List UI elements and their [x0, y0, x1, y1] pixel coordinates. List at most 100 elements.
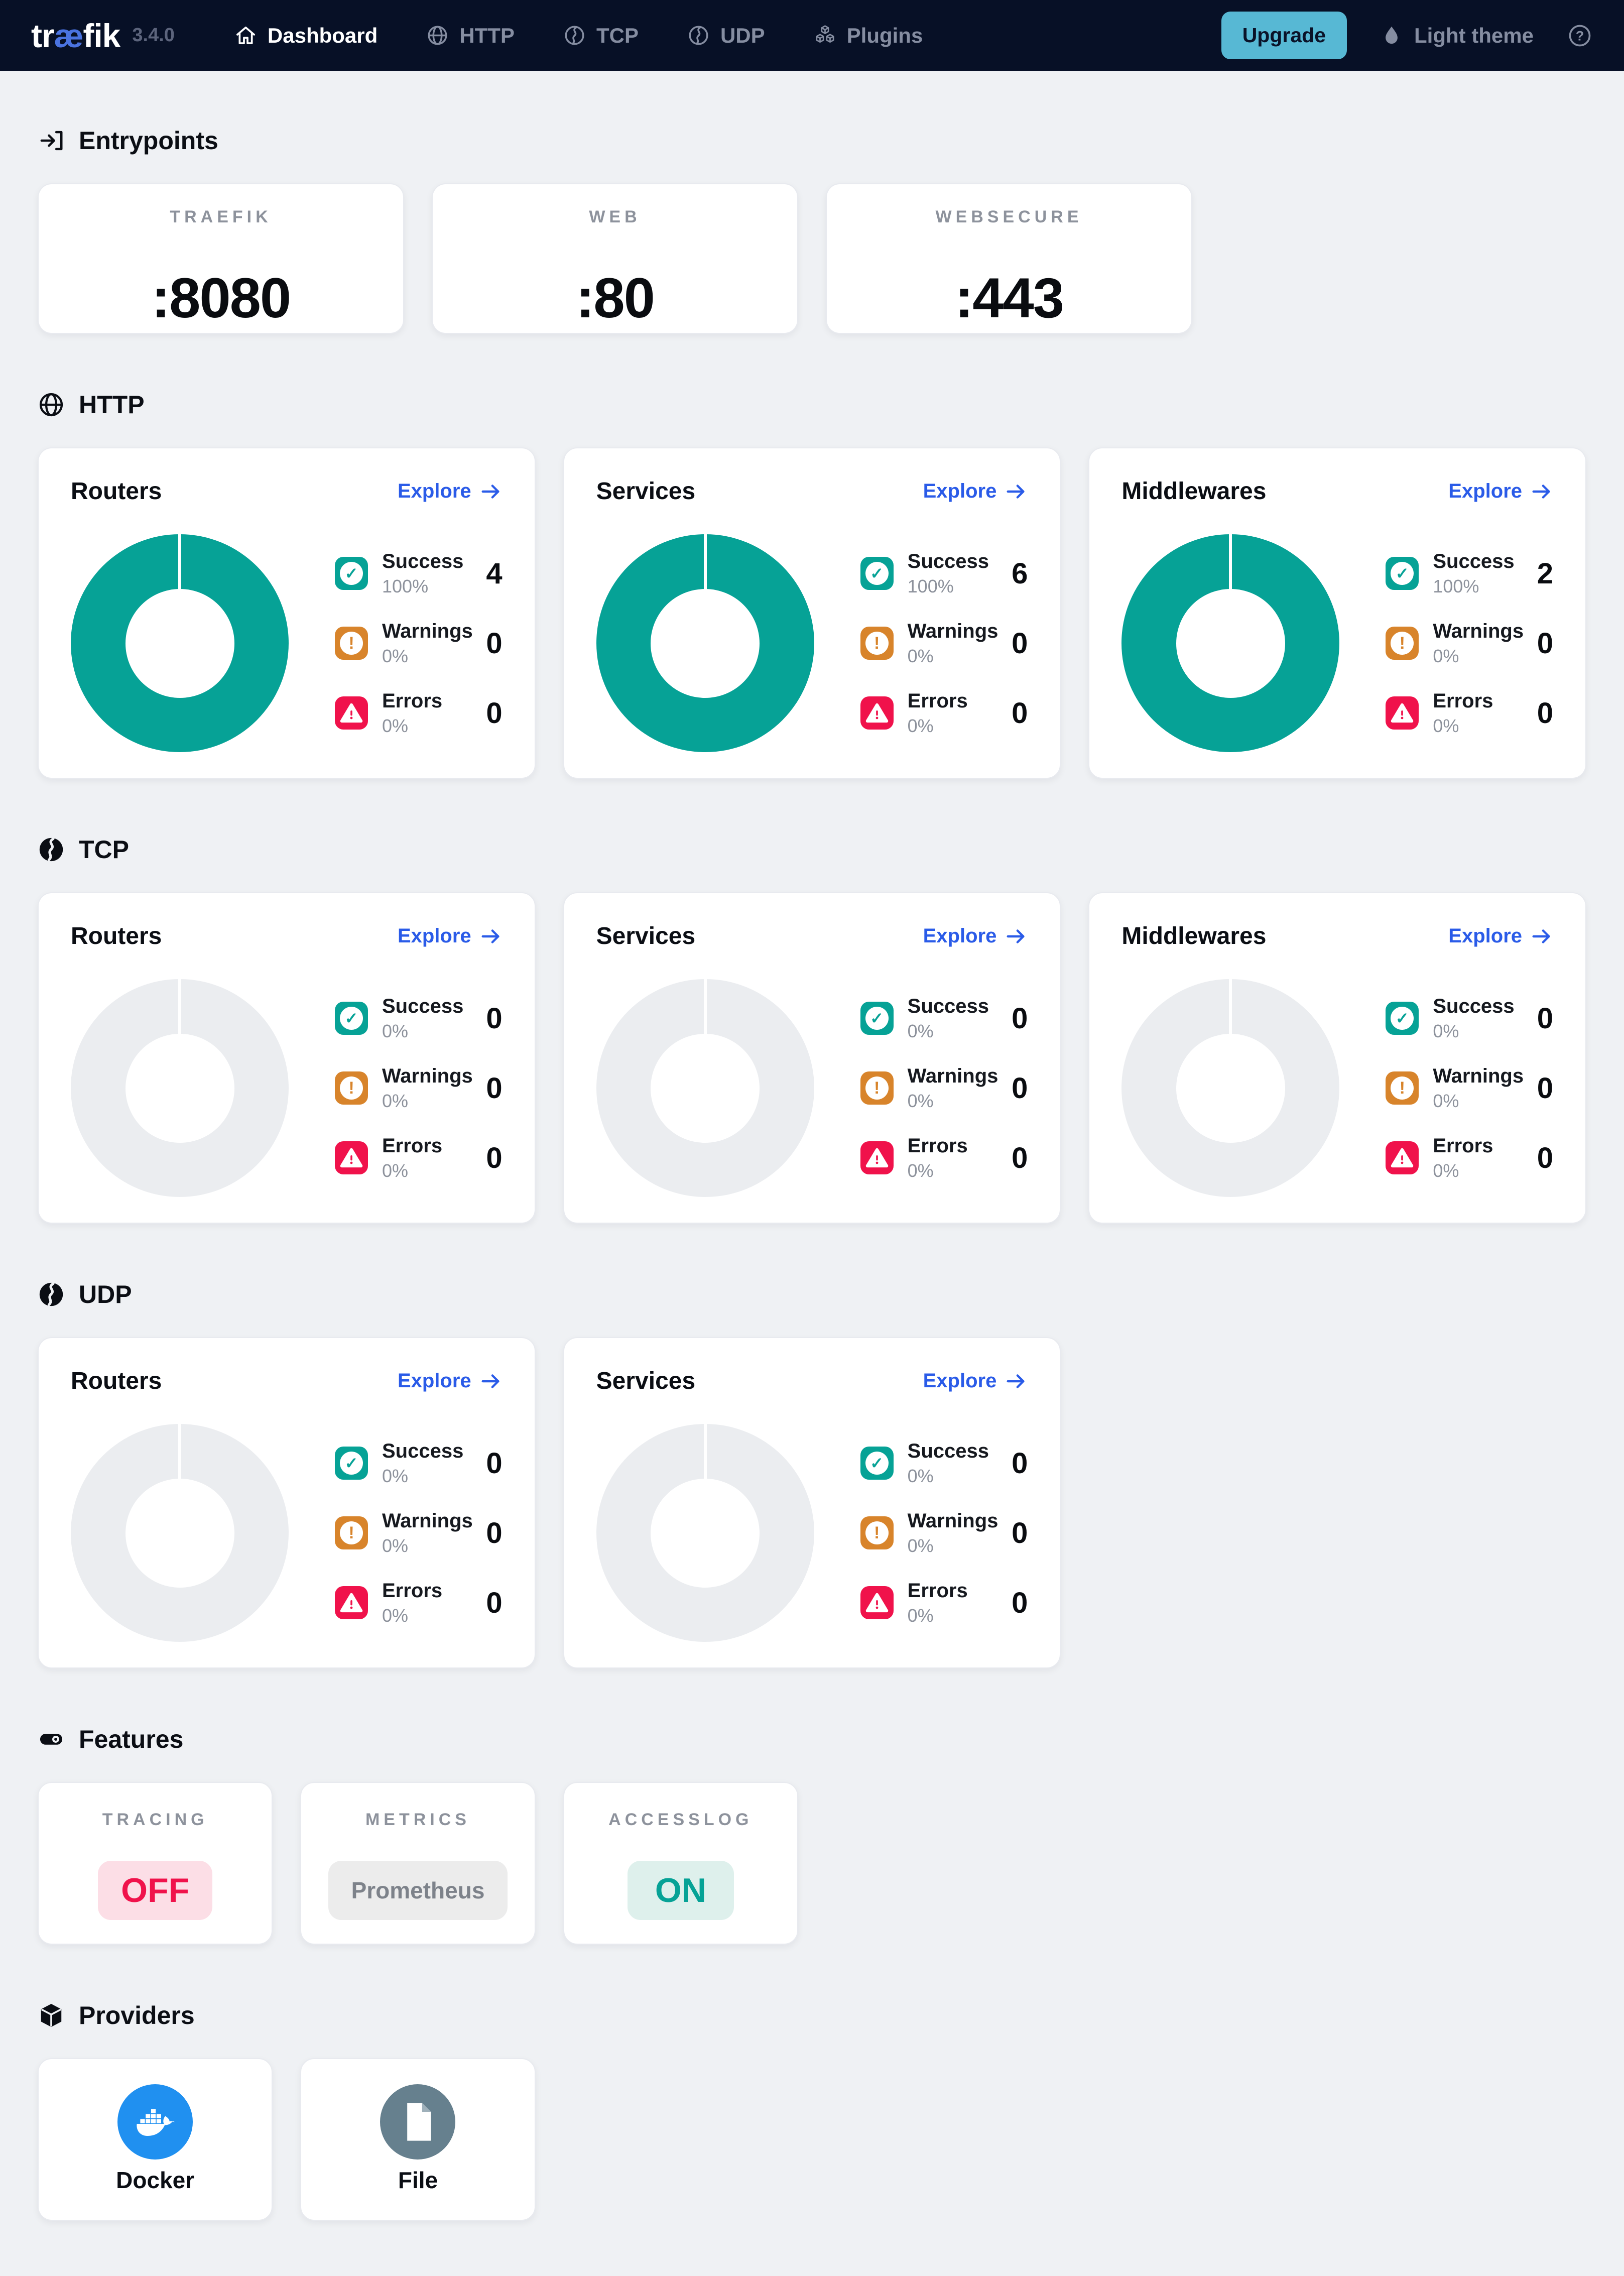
- legend-percent: 0%: [382, 1090, 409, 1111]
- arrow-right-icon: [1007, 929, 1025, 943]
- donut-card: Routers Explore ✓ Success 0%: [38, 1337, 536, 1668]
- legend-percent: 0%: [907, 1090, 934, 1111]
- explore-label: Explore: [1448, 925, 1522, 947]
- error-icon: [335, 1586, 368, 1619]
- explore-link[interactable]: Explore: [398, 1370, 503, 1393]
- explore-link[interactable]: Explore: [398, 925, 503, 948]
- package-icon: [41, 2004, 62, 2027]
- card-title: Middlewares: [1121, 923, 1267, 949]
- donut-card: Services Explore ✓ Success 0%: [563, 892, 1061, 1224]
- theme-toggle[interactable]: Light theme: [1380, 24, 1534, 48]
- section-entrypoints: Entrypoints TRAEFIK :8080 WEB :80 WEBSEC…: [38, 126, 1586, 334]
- login-icon: [40, 131, 63, 151]
- legend: ✓ Success 0% 0 ! Warnings 0%: [335, 1440, 503, 1626]
- feature-value-badge: ON: [627, 1861, 734, 1920]
- legend-value: 0: [486, 1071, 503, 1105]
- legend-label: Errors: [907, 1134, 968, 1157]
- nav-item-udp[interactable]: UDP: [687, 24, 765, 48]
- legend-percent: 0%: [1433, 1160, 1459, 1181]
- legend-row-errors: Errors 0% 0: [335, 1580, 503, 1626]
- success-icon: ✓: [860, 557, 894, 590]
- arrow-right-icon: [1532, 484, 1550, 499]
- legend-label: Warnings: [907, 620, 998, 642]
- legend: ✓ Success 100% 2 ! Warnings 0%: [1386, 550, 1553, 737]
- legend-row-errors: Errors 0% 0: [335, 1135, 503, 1181]
- feature-name: ACCESSLOG: [608, 1810, 753, 1829]
- section-udp: UDP Routers Explore ✓: [38, 1280, 1586, 1668]
- traefik-logo[interactable]: tr æ fik: [31, 17, 120, 55]
- donut-card: Routers Explore ✓ Success 100%: [38, 447, 536, 779]
- file-icon: [380, 2084, 456, 2160]
- legend-percent: 0%: [1433, 1020, 1459, 1041]
- legend-percent: 0%: [382, 1465, 409, 1486]
- arrow-right-icon: [1007, 484, 1025, 499]
- brand-ae: æ: [54, 17, 84, 54]
- droplet-icon: [1386, 26, 1398, 44]
- legend-percent: 0%: [907, 1160, 934, 1181]
- donut-chart: [71, 1424, 289, 1642]
- arrow-right-icon: [481, 484, 499, 499]
- entrypoint-name: TRAEFIK: [170, 207, 272, 226]
- explore-label: Explore: [397, 1370, 471, 1392]
- legend-percent: 0%: [382, 1605, 409, 1626]
- legend-label: Warnings: [907, 1064, 998, 1087]
- card-title: Routers: [71, 478, 162, 505]
- explore-label: Explore: [397, 480, 471, 502]
- explore-link[interactable]: Explore: [923, 925, 1028, 948]
- legend-row-warnings: ! Warnings 0% 0: [1386, 620, 1553, 667]
- legend-row-errors: Errors 0% 0: [335, 690, 503, 737]
- donut-card: Middlewares Explore ✓ Success 0%: [1088, 892, 1586, 1224]
- nav-item-dashboard[interactable]: Dashboard: [234, 24, 378, 48]
- nav-item-tcp[interactable]: TCP: [563, 24, 639, 48]
- explore-link[interactable]: Explore: [398, 480, 503, 503]
- upgrade-button[interactable]: Upgrade: [1221, 12, 1347, 59]
- help-button[interactable]: ?: [1567, 23, 1593, 49]
- explore-label: Explore: [923, 480, 997, 502]
- explore-link[interactable]: Explore: [923, 1370, 1028, 1393]
- feature-card-tracing: TRACING OFF: [38, 1782, 273, 1945]
- nav-item-label: UDP: [720, 23, 765, 47]
- legend-row-warnings: ! Warnings 0% 0: [335, 1510, 503, 1556]
- legend-label: Success: [1433, 550, 1515, 572]
- legend-value: 0: [1012, 1002, 1028, 1035]
- legend-value: 2: [1537, 557, 1553, 590]
- explore-link[interactable]: Explore: [1448, 480, 1553, 503]
- explore-label: Explore: [923, 925, 997, 947]
- legend-value: 0: [486, 1586, 503, 1619]
- explore-label: Explore: [923, 1370, 997, 1392]
- legend-percent: 0%: [907, 645, 934, 666]
- feature-value-badge: Prometheus: [328, 1861, 508, 1920]
- legend-label: Warnings: [1433, 1064, 1524, 1087]
- explore-label: Explore: [1448, 480, 1522, 502]
- nav-item-plugins[interactable]: Plugins: [813, 24, 923, 48]
- section-providers: Providers Docker Fi: [38, 2001, 1586, 2221]
- legend-row-success: ✓ Success 100% 2: [1386, 550, 1553, 597]
- toggle-icon: [40, 1734, 63, 1745]
- legend-value: 4: [486, 557, 503, 590]
- legend-percent: 0%: [382, 1160, 409, 1181]
- legend-value: 0: [1537, 696, 1553, 730]
- legend-row-warnings: ! Warnings 0% 0: [335, 1065, 503, 1112]
- section-features: Features TRACING OFF METRICS Prometheus …: [38, 1725, 1586, 1945]
- legend-value: 0: [1012, 1586, 1028, 1619]
- section-tcp: TCP Routers Explore ✓: [38, 835, 1586, 1224]
- provider-card-file: File: [300, 2058, 536, 2221]
- explore-label: Explore: [397, 925, 471, 947]
- donut-chart: [596, 1424, 814, 1642]
- card-title: Services: [596, 478, 696, 505]
- arrow-right-icon: [1007, 1374, 1025, 1388]
- section-title: HTTP: [79, 391, 145, 419]
- legend-value: 0: [486, 1447, 503, 1480]
- error-icon: [335, 696, 368, 730]
- entrypoint-card: WEB :80: [432, 183, 798, 334]
- warning-icon: !: [335, 1071, 368, 1105]
- provider-card-docker: Docker: [38, 2058, 273, 2221]
- warning-icon: !: [335, 627, 368, 660]
- explore-link[interactable]: Explore: [1448, 925, 1553, 948]
- brand-text: tr: [31, 17, 55, 54]
- explore-link[interactable]: Explore: [923, 480, 1028, 503]
- nav-item-http[interactable]: HTTP: [426, 24, 515, 48]
- legend: ✓ Success 0% 0 ! Warnings 0%: [860, 995, 1028, 1181]
- donut-card: Services Explore ✓ Success 0%: [563, 1337, 1061, 1668]
- legend-value: 0: [1537, 1071, 1553, 1105]
